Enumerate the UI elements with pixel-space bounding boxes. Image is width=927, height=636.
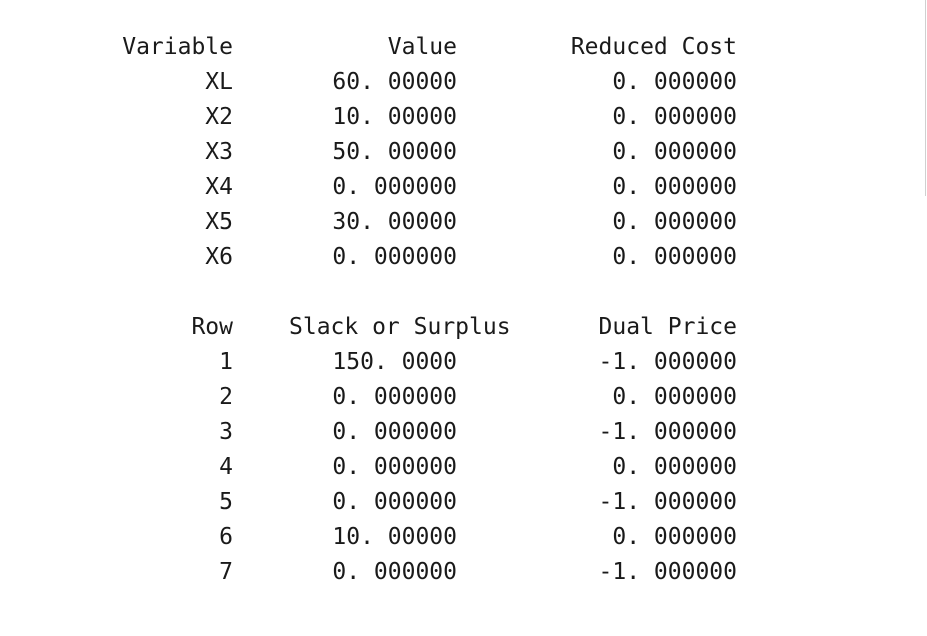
variable-reduced-cost: 0. 000000 — [612, 69, 737, 95]
row-number: 5 — [219, 489, 233, 515]
row-slack-or-surplus: 0. 000000 — [332, 559, 457, 585]
row-number: 1 — [219, 349, 233, 375]
variable-value: 0. 000000 — [332, 174, 457, 200]
row-dual-price: 0. 000000 — [612, 454, 737, 480]
slack-or-surplus-column-header: Slack or Surplus — [289, 314, 511, 340]
variable-reduced-cost: 0. 000000 — [612, 104, 737, 130]
row-dual-price: -1. 000000 — [598, 489, 737, 515]
variable-reduced-cost: 0. 000000 — [612, 139, 737, 165]
row-slack-or-surplus: 0. 000000 — [332, 454, 457, 480]
variable-value: 50. 00000 — [332, 139, 457, 165]
row-dual-price: 0. 000000 — [612, 384, 737, 410]
window-edge-divider — [925, 0, 926, 196]
row-slack-or-surplus: 0. 000000 — [332, 419, 457, 445]
row-dual-price: -1. 000000 — [598, 559, 737, 585]
variable-value: 30. 00000 — [332, 209, 457, 235]
variable-value: 60. 00000 — [332, 69, 457, 95]
row-dual-price: -1. 000000 — [598, 349, 737, 375]
row-dual-price: -1. 000000 — [598, 419, 737, 445]
row-number: 2 — [219, 384, 233, 410]
row-number: 3 — [219, 419, 233, 445]
row-number: 7 — [219, 559, 233, 585]
variable-name: X5 — [205, 209, 233, 235]
reduced-cost-column-header: Reduced Cost — [570, 34, 737, 60]
variable-name: X3 — [205, 139, 233, 165]
variable-name: XL — [205, 69, 233, 95]
row-slack-or-surplus: 0. 000000 — [332, 384, 457, 410]
value-column-header: Value — [387, 34, 457, 60]
variable-reduced-cost: 0. 000000 — [612, 244, 737, 270]
variable-column-header: Variable — [122, 34, 233, 60]
dual-price-column-header: Dual Price — [598, 314, 737, 340]
variable-value: 10. 00000 — [332, 104, 457, 130]
row-slack-or-surplus: 150. 0000 — [332, 349, 457, 375]
row-number: 4 — [219, 454, 233, 480]
row-dual-price: 0. 000000 — [612, 524, 737, 550]
row-slack-or-surplus: 0. 000000 — [332, 489, 457, 515]
row-number: 6 — [219, 524, 233, 550]
row-slack-or-surplus: 10. 00000 — [332, 524, 457, 550]
variable-name: X6 — [205, 244, 233, 270]
variable-reduced-cost: 0. 000000 — [612, 174, 737, 200]
variable-name: X4 — [205, 174, 233, 200]
variable-value: 0. 000000 — [332, 244, 457, 270]
variable-name: X2 — [205, 104, 233, 130]
row-column-header: Row — [191, 314, 233, 340]
variable-reduced-cost: 0. 000000 — [612, 209, 737, 235]
